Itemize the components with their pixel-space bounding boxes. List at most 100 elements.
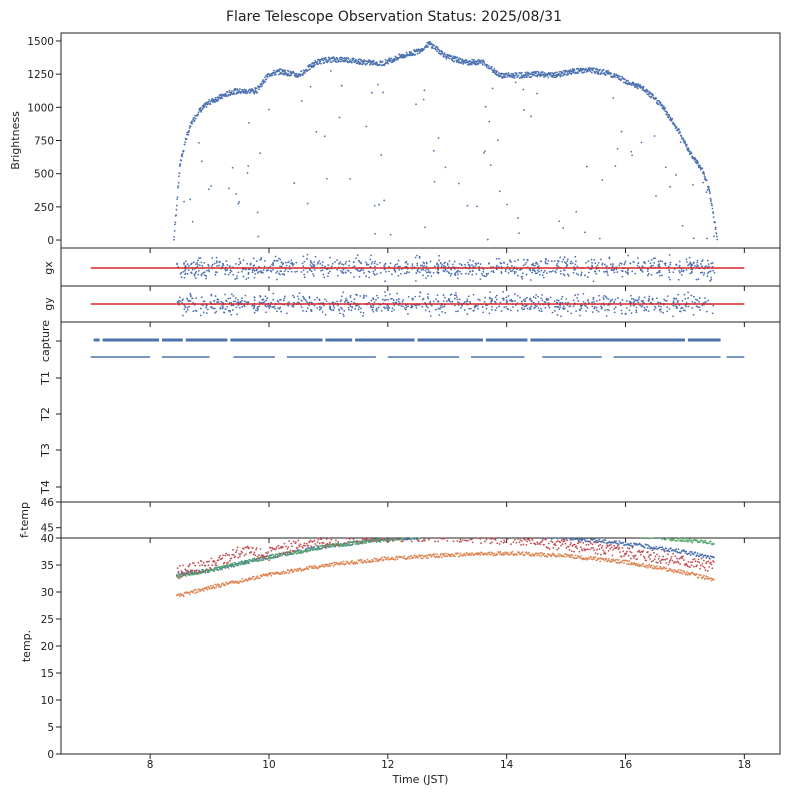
brightness-point bbox=[175, 204, 178, 207]
y-tick-label: 35 bbox=[41, 560, 54, 572]
temperature-point bbox=[237, 556, 240, 559]
temperature-point bbox=[391, 539, 394, 542]
gx-point bbox=[490, 270, 493, 273]
brightness-point bbox=[623, 78, 626, 81]
temperature-point bbox=[602, 549, 605, 552]
temperature-point bbox=[643, 555, 645, 558]
gx-point bbox=[571, 262, 574, 265]
gx-point bbox=[239, 262, 242, 265]
gx-point bbox=[344, 262, 347, 265]
gy-point bbox=[407, 295, 410, 298]
gy-point bbox=[644, 308, 647, 311]
brightness-point bbox=[447, 56, 450, 59]
gx-point bbox=[587, 260, 590, 263]
temperature-point bbox=[500, 540, 502, 543]
temperature-point bbox=[236, 546, 239, 549]
temperature-point bbox=[427, 538, 430, 541]
gx-point bbox=[426, 275, 429, 277]
temperature-point bbox=[265, 551, 267, 554]
brightness-point bbox=[225, 95, 228, 98]
brightness-point bbox=[228, 89, 231, 92]
gy-point bbox=[564, 307, 566, 310]
gx-point bbox=[203, 274, 206, 277]
temperature-point bbox=[674, 555, 677, 558]
gx-point bbox=[534, 264, 536, 267]
gy-point bbox=[470, 307, 472, 310]
temperature-point bbox=[278, 552, 281, 555]
brightness-point bbox=[327, 59, 330, 62]
brightness-point bbox=[639, 84, 642, 86]
temperature-point bbox=[636, 558, 638, 560]
temperature-point bbox=[701, 540, 704, 543]
gy-point bbox=[251, 304, 254, 307]
gx-point bbox=[457, 273, 459, 276]
gy-point bbox=[545, 298, 548, 301]
brightness-point bbox=[408, 51, 411, 53]
temperature-point bbox=[209, 567, 212, 570]
temperature-point bbox=[498, 543, 501, 545]
brightness-point bbox=[594, 71, 597, 73]
temperature-point bbox=[307, 568, 310, 571]
gy-point bbox=[195, 310, 198, 313]
gx-point bbox=[595, 272, 598, 275]
gx-point bbox=[604, 263, 606, 266]
temperature-point bbox=[317, 566, 320, 569]
temperature-point bbox=[693, 558, 696, 560]
gx-point bbox=[562, 258, 565, 261]
temperature-point bbox=[248, 546, 250, 549]
gy-point bbox=[256, 309, 259, 312]
gx-point bbox=[416, 262, 419, 265]
temperature-point bbox=[544, 538, 547, 541]
temperature-point bbox=[444, 537, 446, 540]
gx-point bbox=[197, 270, 200, 272]
gx-point bbox=[712, 269, 715, 272]
gx-point bbox=[439, 262, 442, 265]
brightness-point bbox=[620, 78, 623, 81]
gy-point bbox=[387, 298, 390, 301]
temperature-point bbox=[252, 553, 255, 556]
gx-point bbox=[360, 262, 363, 265]
gy-point bbox=[405, 308, 407, 311]
temperature-point bbox=[256, 555, 259, 558]
temperature-point bbox=[190, 571, 193, 574]
gy-point bbox=[288, 301, 291, 304]
gy-point bbox=[691, 301, 694, 303]
gx-point bbox=[472, 265, 475, 268]
temperature-point bbox=[658, 555, 661, 558]
brightness-point bbox=[294, 74, 297, 77]
brightness-point bbox=[441, 50, 444, 53]
temperature-point bbox=[311, 540, 314, 543]
gx-point bbox=[685, 261, 688, 263]
gx-point bbox=[201, 265, 204, 267]
temperature-point bbox=[550, 540, 552, 542]
temperature-point bbox=[664, 558, 667, 561]
brightness-point bbox=[181, 155, 184, 158]
brightness-point bbox=[646, 88, 648, 91]
gx-point bbox=[616, 271, 619, 273]
gx-point bbox=[322, 273, 325, 276]
temperature-point bbox=[198, 588, 201, 591]
gy-point bbox=[499, 301, 502, 304]
temperature-point bbox=[595, 541, 598, 544]
brightness-point bbox=[669, 185, 672, 188]
temperature-point bbox=[232, 553, 235, 556]
gy-point bbox=[253, 299, 256, 301]
gy-point bbox=[421, 305, 424, 308]
gx-point bbox=[536, 269, 539, 272]
gx-point bbox=[675, 264, 678, 267]
gy-point bbox=[234, 297, 237, 300]
gy-point bbox=[387, 309, 390, 312]
temperature-point bbox=[188, 591, 191, 594]
gy-point bbox=[237, 299, 239, 301]
gy-point bbox=[278, 307, 281, 310]
brightness-point bbox=[691, 155, 694, 158]
gx-point bbox=[242, 259, 245, 262]
gy-point bbox=[300, 299, 303, 302]
brightness-point bbox=[710, 202, 713, 205]
brightness-point bbox=[685, 145, 688, 148]
temperature-point bbox=[388, 539, 390, 542]
temperature-point bbox=[268, 559, 270, 562]
temperature-point bbox=[273, 573, 276, 576]
gy-point bbox=[625, 300, 628, 302]
brightness-point bbox=[575, 210, 578, 213]
